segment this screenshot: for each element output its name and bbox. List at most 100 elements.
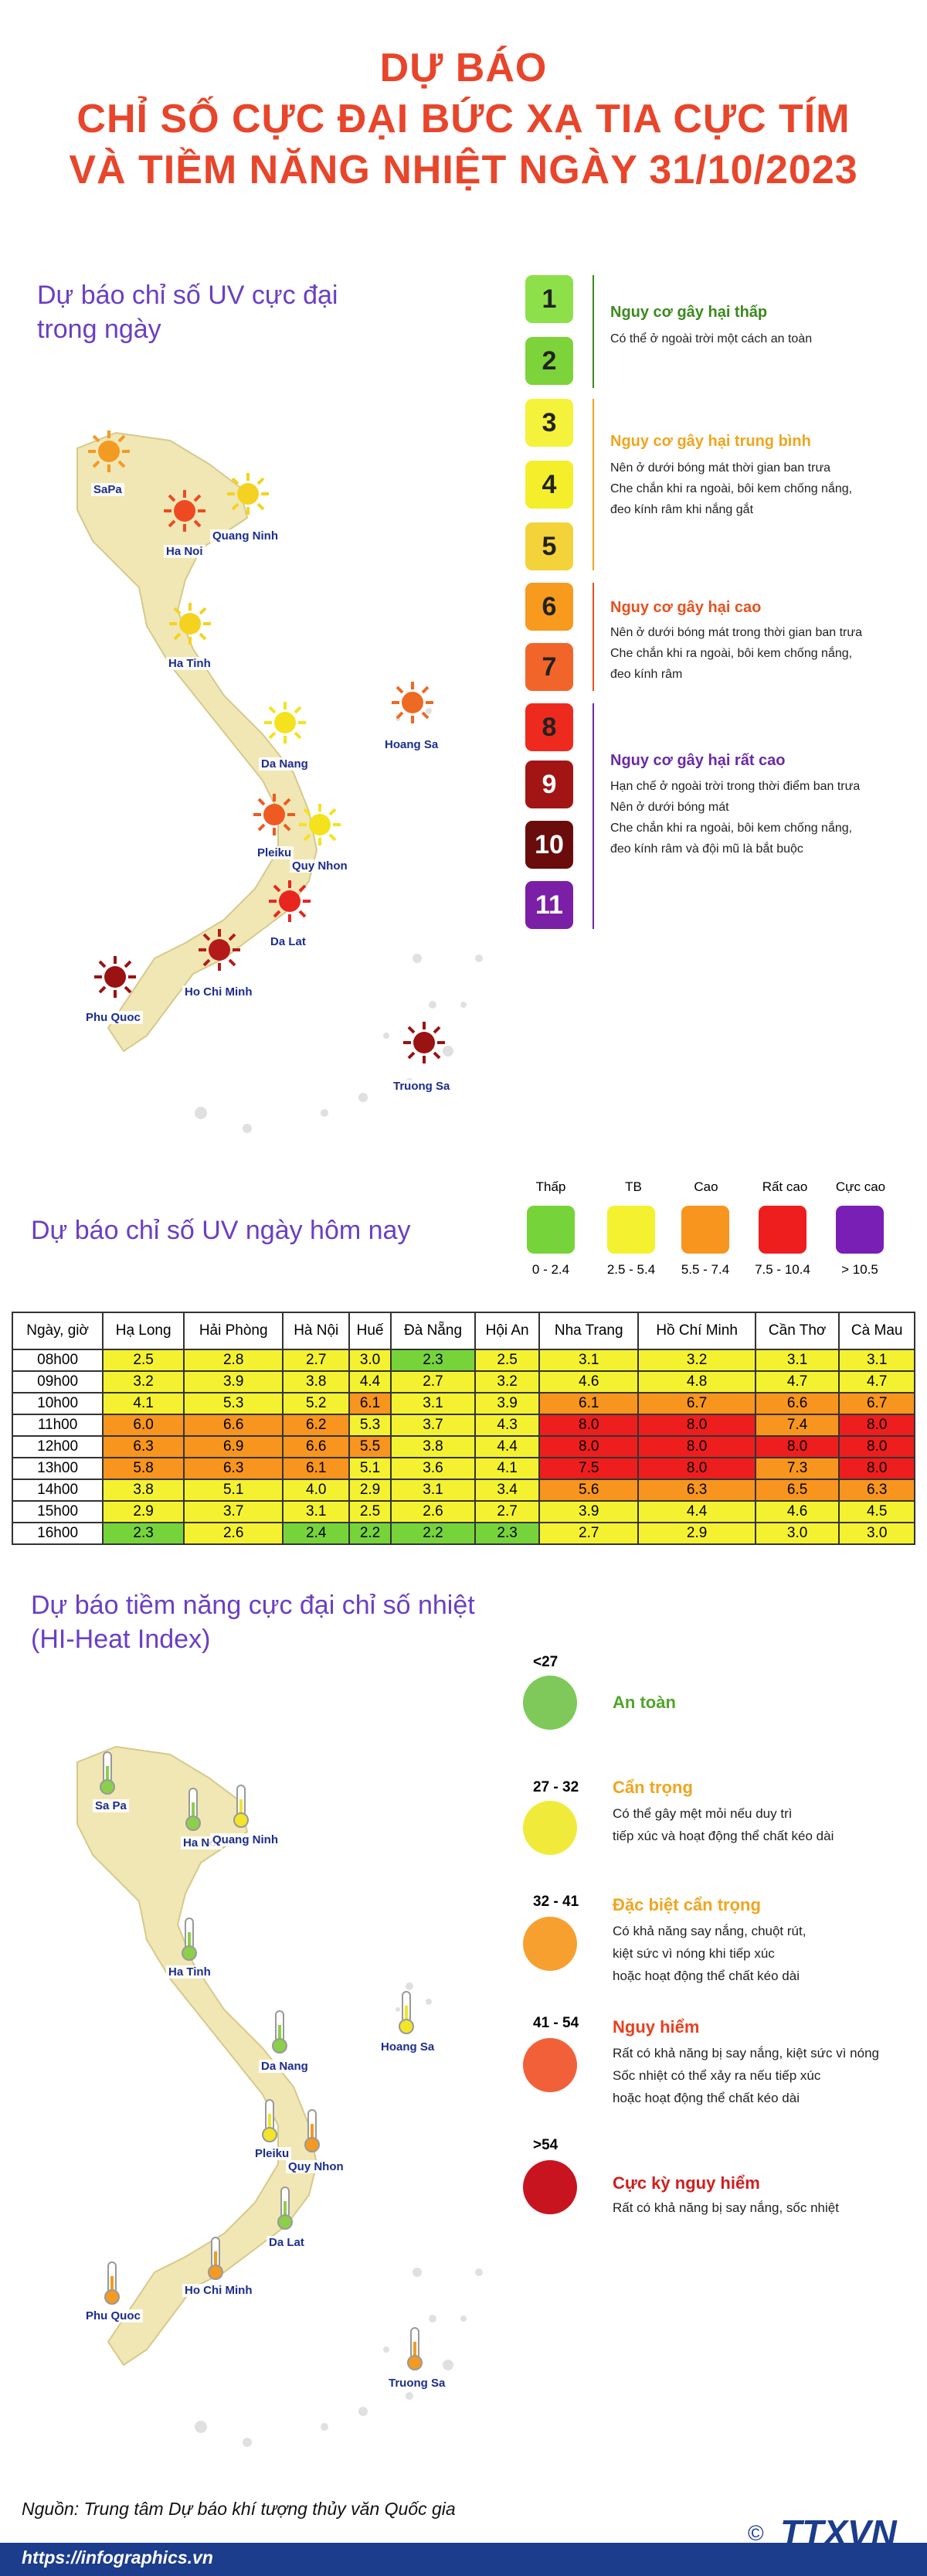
column-header: Đà Nẵng [389, 1312, 477, 1350]
uv-table-body: 08h00 2.5 2.8 2.7 3.0 2.3 2.5 3.1 3.2 3.1 3.1 09h00… [11, 1349, 915, 1545]
uv-value-cell: 7.3 [754, 1457, 840, 1480]
uv-value-cell: 5.8 [102, 1457, 185, 1480]
city-label: Pleiku [255, 846, 294, 859]
uv-value-cell: 4.4 [637, 1500, 756, 1523]
uv-value-cell: 2.2 [389, 1522, 477, 1545]
uv-value-cell: 2.6 [183, 1522, 284, 1545]
uv-value-cell: 2.2 [348, 1522, 392, 1545]
uv-value-cell: 3.9 [183, 1370, 284, 1393]
uv-level-box: 1 [525, 275, 573, 323]
heat-map-title-line1: Dự báo tiềm năng cực đại chỉ số nhiệt [31, 1591, 475, 1620]
table-row: 13h00 5.8 6.3 6.1 5.1 3.6 4.1 7.5 8.0 7.3 8.0 [11, 1457, 915, 1480]
uv-level-box: 9 [525, 761, 573, 808]
uv-value-cell: 6.3 [102, 1435, 185, 1458]
time-cell: 12h00 [11, 1435, 104, 1458]
table-row: 16h00 2.3 2.6 2.4 2.2 2.2 2.3 2.7 2.9 3.0 3.0 [11, 1522, 915, 1545]
thermometer-icon [103, 2261, 121, 2305]
uv-value-cell: 6.9 [183, 1435, 284, 1458]
uv-value-cell: 3.1 [754, 1349, 840, 1372]
uv-value-cell: 4.6 [538, 1370, 640, 1393]
uv-value-cell: 8.0 [637, 1457, 756, 1480]
heat-level-title: An toàn [613, 1693, 676, 1712]
thermometer-icon [270, 2009, 289, 2054]
table-header-row: Ngày, giờ Hạ Long Hải Phòng Hà Nội Huế Đ… [11, 1312, 915, 1350]
uv-value-cell: 2.6 [389, 1500, 477, 1523]
copyright-symbol: © [748, 2521, 764, 2545]
uv-value-cell: 6.1 [538, 1392, 640, 1415]
uv-value-cell: 4.6 [754, 1500, 840, 1523]
uv-value-cell: 6.1 [348, 1392, 392, 1415]
uv-value-cell: 3.2 [637, 1349, 756, 1372]
uv-value-cell: 2.9 [637, 1522, 756, 1545]
city-label: Phu Quoc [83, 2309, 143, 2322]
table-row: 12h00 6.3 6.9 6.6 5.5 3.8 4.4 8.0 8.0 8.0 8.0 [11, 1435, 915, 1458]
sun-icon [226, 471, 270, 516]
uv-value-cell: 3.1 [389, 1392, 477, 1415]
city-label: Phu Quoc [83, 1011, 143, 1024]
uv-value-cell: 3.1 [838, 1349, 915, 1372]
website-link[interactable]: https://infographics.vn [22, 2547, 213, 2567]
uv-value-cell: 8.0 [538, 1414, 640, 1437]
legend-label: Cực cao [835, 1179, 886, 1194]
time-cell: 16h00 [11, 1522, 104, 1545]
table-row: 15h00 2.9 3.7 3.1 2.5 2.6 2.7 3.9 4.4 4.6 4.5 [11, 1500, 915, 1523]
uv-value-cell: 6.6 [754, 1392, 840, 1415]
sun-rays [88, 430, 130, 472]
uv-value-cell: 3.0 [754, 1522, 840, 1545]
uv-value-cell: 2.5 [102, 1349, 185, 1372]
uv-map-title-line1: Dự báo chỉ số UV cực đại [37, 281, 338, 310]
legend-label: TB [625, 1179, 642, 1194]
uv-value-cell: 6.0 [102, 1414, 185, 1437]
uv-value-cell: 3.6 [389, 1457, 477, 1480]
uv-value-cell: 2.5 [474, 1349, 541, 1372]
uv-value-cell: 3.7 [183, 1500, 284, 1523]
heat-range-label: 27 - 32 [533, 1779, 579, 1795]
uv-value-cell: 4.1 [474, 1457, 541, 1480]
uv-level-box: 8 [525, 703, 573, 751]
thermometer-icon [206, 2236, 225, 2281]
uv-group-desc: Hạn chế ở ngoài trời trong thời điểm ban… [610, 780, 861, 856]
uv-value-cell: 2.9 [102, 1500, 185, 1523]
uv-group-title: Nguy cơ gây hại rất cao [610, 752, 786, 769]
time-cell: 08h00 [11, 1349, 104, 1372]
uv-group-desc: Nên ở dưới bóng mát thời gian ban trưa Ch… [610, 461, 853, 516]
heat-level-circle [523, 1676, 577, 1730]
uv-value-cell: 2.8 [183, 1349, 284, 1372]
uv-forecast-table: Ngày, giờ Hạ Long Hải Phòng Hà Nội Huế Đ… [11, 1312, 915, 1545]
uv-value-cell: 5.2 [282, 1392, 351, 1415]
city-label: Quang Ninh [210, 529, 280, 543]
uv-value-cell: 5.3 [348, 1414, 392, 1437]
uv-value-cell: 2.3 [102, 1522, 185, 1545]
uv-value-cell: 5.6 [538, 1479, 640, 1502]
uv-value-cell: 3.2 [102, 1370, 185, 1393]
city-label: Da Nang [259, 757, 311, 771]
time-cell: 14h00 [11, 1479, 104, 1502]
uv-value-cell: 6.1 [282, 1457, 351, 1480]
heat-level-circle [523, 1801, 577, 1855]
heat-level-title: Cẩn trọng [613, 1778, 693, 1797]
vietnam-map-heat [76, 1745, 483, 2447]
column-header: Nha Trang [538, 1312, 640, 1350]
city-label: Ha Noi [164, 545, 205, 558]
legend-range: > 10.5 [841, 1262, 878, 1277]
uv-level-box: 11 [525, 881, 573, 929]
city-label: Quy Nhon [286, 2160, 346, 2173]
column-header: Hà Nội [282, 1312, 351, 1350]
uv-value-cell: 6.3 [637, 1479, 756, 1502]
uv-value-cell: 2.7 [389, 1370, 477, 1393]
heat-level-circle [523, 2038, 577, 2092]
uv-value-cell: 3.8 [282, 1370, 351, 1393]
city-label: Da Lat [268, 935, 308, 948]
group-divider [593, 703, 594, 929]
uv-group-desc: Có thể ở ngoài trời một cách an toàn [610, 332, 813, 345]
thermometer-icon [260, 2098, 279, 2143]
time-cell: 10h00 [11, 1392, 104, 1415]
uv-group-title: Nguy cơ gây hại thấp [610, 304, 768, 321]
uv-value-cell: 5.3 [183, 1392, 284, 1415]
heat-level-title: Nguy hiểm [613, 2017, 700, 2037]
column-header: Hồ Chí Minh [637, 1312, 756, 1350]
time-cell: 09h00 [11, 1370, 104, 1393]
city-label: Quang Ninh [210, 1833, 280, 1846]
column-header: Ngày, giờ [11, 1312, 104, 1350]
uv-value-cell: 5.1 [348, 1457, 392, 1480]
